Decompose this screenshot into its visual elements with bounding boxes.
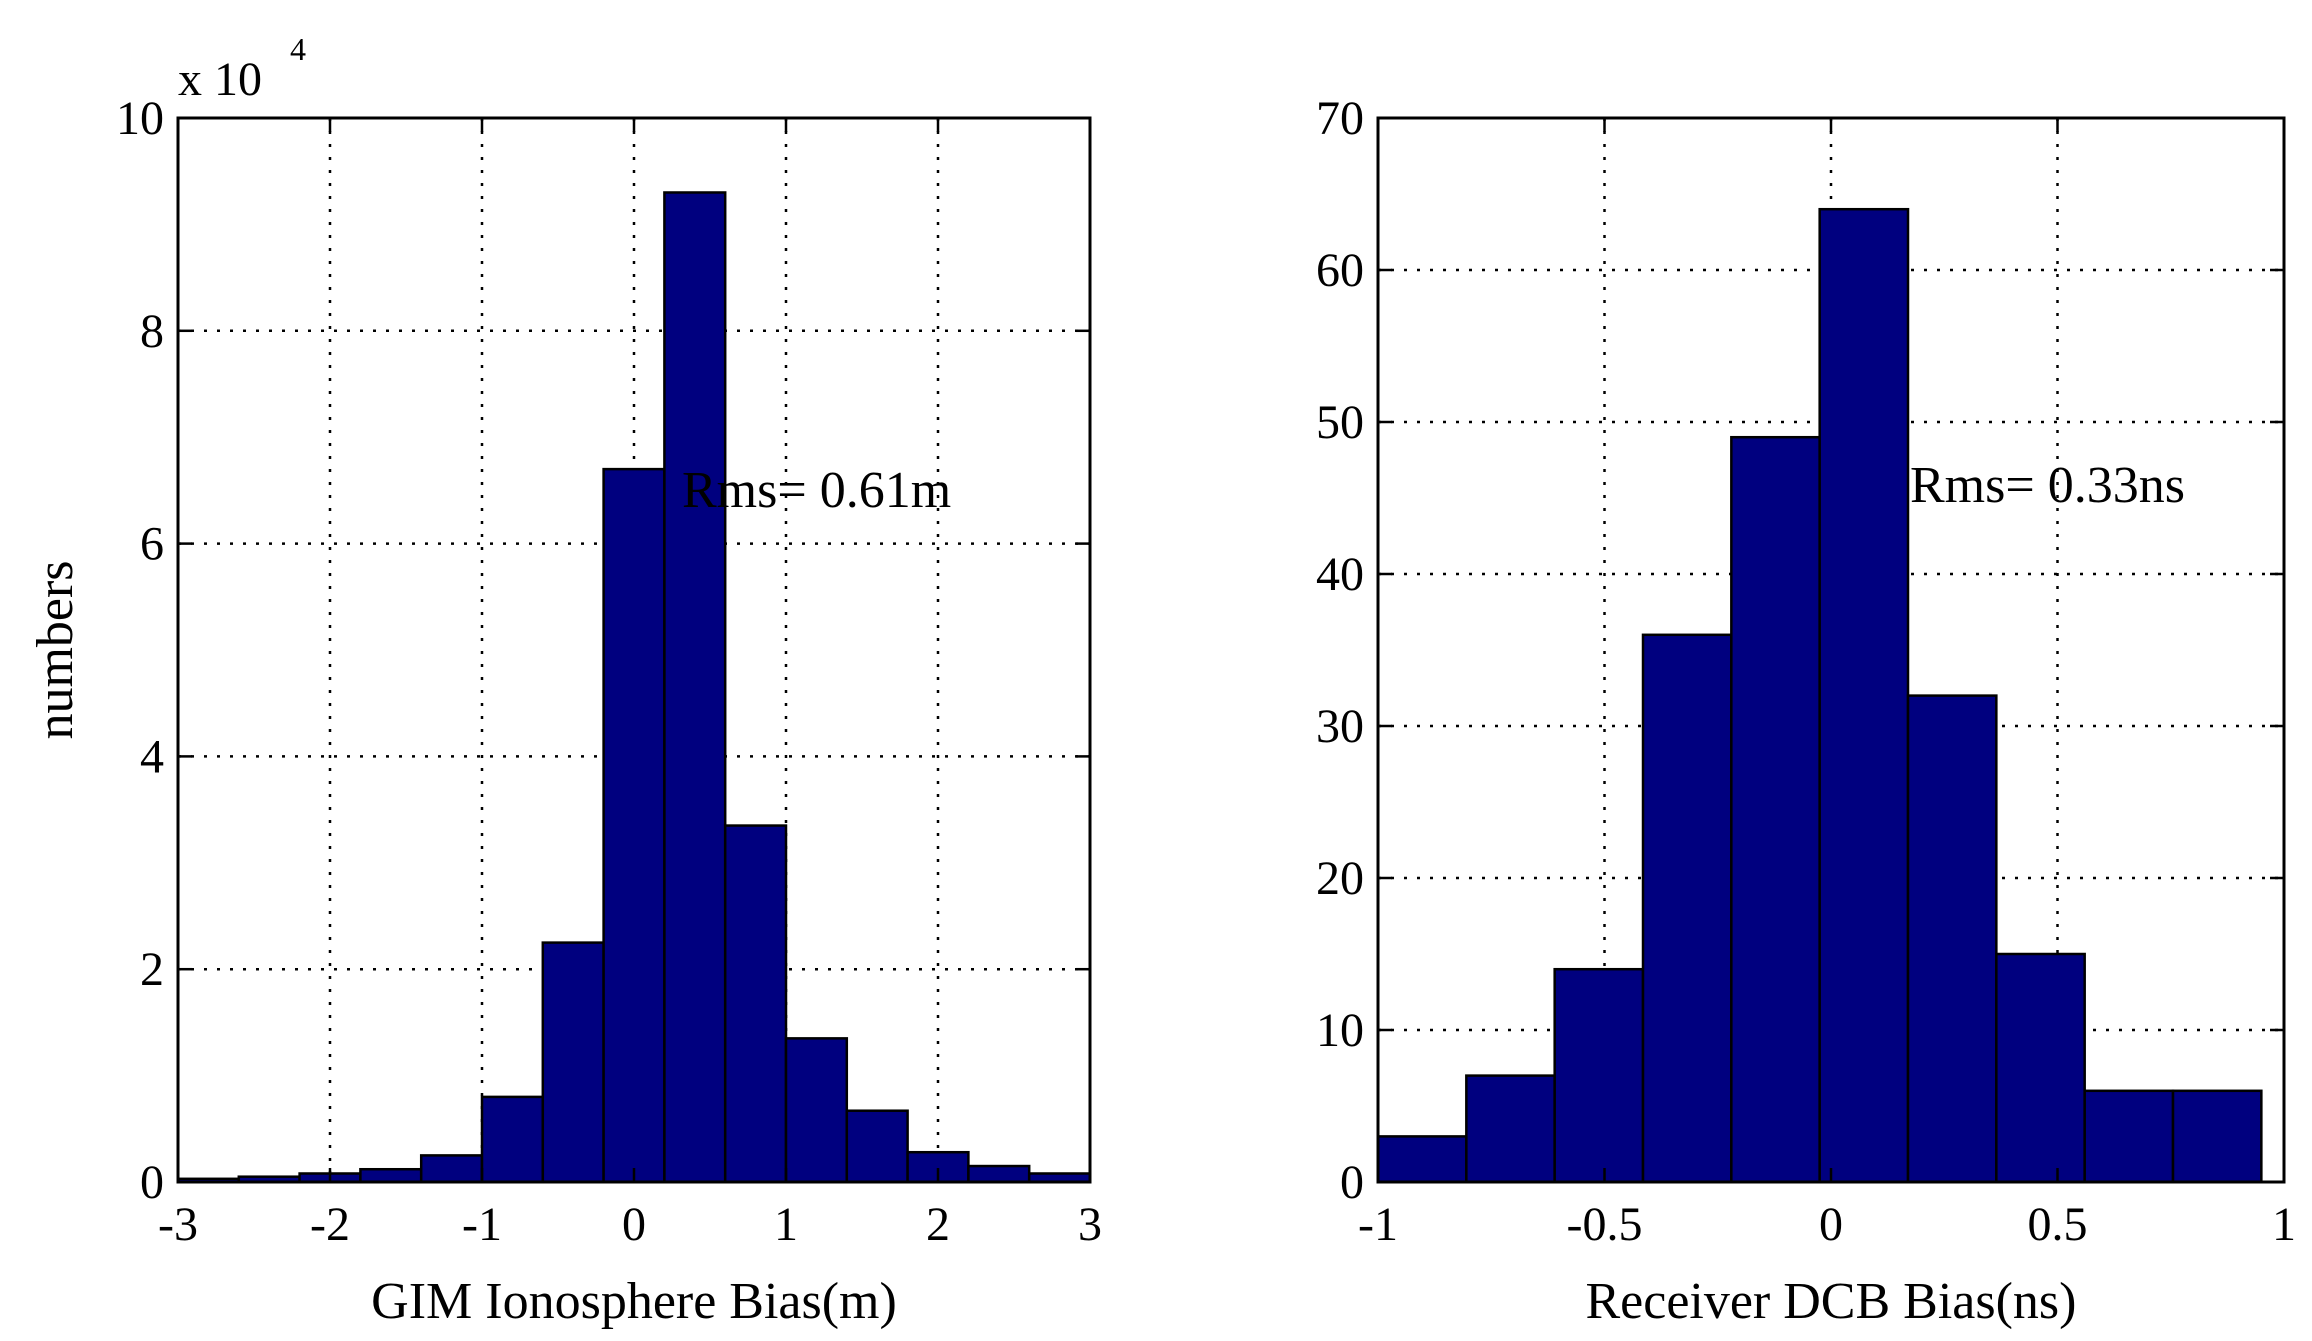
left-y-tick-label: 2 (140, 943, 164, 996)
y-multiplier-exponent: 4 (290, 31, 306, 67)
right-histogram-bar (1641, 633, 1733, 1184)
ionosphere-bias-histogram: -3 -2 -1 0 1 2 3 0 2 4 6 8 10 GIM Ionosphere Bias(m)… (27, 31, 1102, 1330)
right-y-tick-label: 30 (1316, 700, 1364, 753)
right-y-tick-label: 20 (1316, 852, 1364, 905)
left-y-tick-label: 8 (140, 305, 164, 358)
left-histogram-bar (602, 467, 666, 1184)
right-histogram-bar (1376, 1135, 1468, 1184)
right-y-tick-label: 50 (1316, 396, 1364, 449)
left-histogram-bar (419, 1154, 484, 1184)
left-x-tick-label: 0 (622, 1198, 646, 1251)
right-y-tick-label: 60 (1316, 244, 1364, 297)
right-y-tick-label: 10 (1316, 1004, 1364, 1057)
right-x-tick-label: -0.5 (1567, 1198, 1643, 1251)
left-x-tick-label: 2 (926, 1198, 950, 1251)
left-histogram-bar (723, 824, 788, 1184)
left-y-tick-label: 0 (140, 1156, 164, 1209)
right-y-tick-label: 70 (1316, 92, 1364, 145)
left-histogram-bar (784, 1037, 849, 1184)
left-histogram-bar (541, 941, 605, 1184)
left-x-tick-label: 1 (774, 1198, 798, 1251)
left-x-tick-label: 3 (1078, 1198, 1102, 1251)
left-histogram-bar (967, 1164, 1031, 1184)
right-rms-annotation: Rms= 0.33ns (1910, 457, 2185, 514)
right-histogram-bar (1906, 694, 1998, 1184)
left-histogram-bar (845, 1109, 909, 1184)
right-histogram-bar (2083, 1089, 2175, 1184)
y-multiplier-label: x 10 (178, 53, 262, 106)
left-ticks: -3 -2 -1 0 1 2 3 0 2 4 6 8 10 (116, 92, 1102, 1251)
left-x-tick-label: -3 (158, 1198, 198, 1251)
left-histogram-bar (663, 191, 727, 1184)
right-x-tick-label: -1 (1358, 1198, 1398, 1251)
left-rms-annotation: Rms= 0.61m (682, 462, 951, 519)
right-x-axis-label: Receiver DCB Bias(ns) (1585, 1273, 2076, 1330)
left-y-axis-label: numbers (27, 560, 84, 739)
right-histogram-bar (2171, 1089, 2263, 1184)
right-histogram-bar (1465, 1074, 1556, 1184)
left-y-tick-label: 4 (140, 730, 164, 783)
left-y-tick-label: 10 (116, 92, 164, 145)
right-x-tick-label: 0.5 (2028, 1198, 2088, 1251)
left-histogram-bar (359, 1167, 423, 1184)
left-y-tick-label: 6 (140, 518, 164, 571)
right-histogram-bar (1730, 435, 1821, 1184)
right-bars (1376, 207, 2263, 1184)
left-bars (176, 191, 1092, 1184)
right-histogram-bar (1818, 207, 1910, 1184)
right-histogram-bar (1995, 952, 2086, 1184)
left-x-tick-label: -1 (462, 1198, 502, 1251)
right-y-tick-label: 40 (1316, 548, 1364, 601)
left-histogram-bar (480, 1095, 545, 1184)
left-x-tick-label: -2 (310, 1198, 350, 1251)
right-histogram-bar (1553, 967, 1645, 1184)
right-y-tick-label: 0 (1340, 1156, 1364, 1209)
left-x-axis-label: GIM Ionosphere Bias(m) (371, 1273, 897, 1330)
right-x-tick-label: 1 (2272, 1198, 2296, 1251)
right-x-tick-label: 0 (1819, 1198, 1843, 1251)
